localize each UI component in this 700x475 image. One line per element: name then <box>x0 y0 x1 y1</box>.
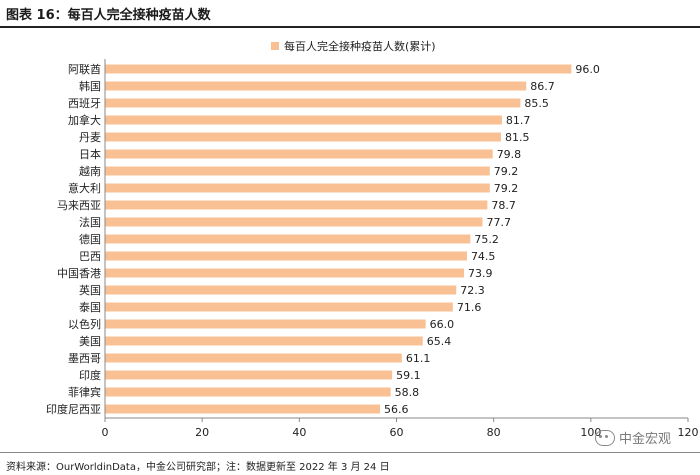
legend-label: 每百人完全接种疫苗人数(累计) <box>284 39 436 53</box>
bar <box>105 217 483 227</box>
value-label: 79.8 <box>497 148 522 161</box>
bar <box>105 234 471 244</box>
bar <box>105 268 465 278</box>
bar <box>105 183 490 193</box>
bar <box>105 98 521 108</box>
value-label: 96.0 <box>575 63 600 76</box>
bar <box>105 319 426 329</box>
x-tick-label: 20 <box>195 426 209 439</box>
value-label: 81.5 <box>505 131 530 144</box>
category-label: 泰国 <box>79 300 101 314</box>
x-tick-label: 60 <box>390 426 404 439</box>
bar-chart: 每百人完全接种疫苗人数(累计) 阿联酋 96.0 韩国 86.7 西班牙 85.5 加拿大 8… <box>46 39 699 439</box>
bar <box>105 166 490 176</box>
value-label: 75.2 <box>474 233 499 246</box>
category-label: 韩国 <box>79 79 101 93</box>
x-tick-label: 40 <box>292 426 306 439</box>
value-label: 73.9 <box>468 267 493 280</box>
x-tick-label: 80 <box>487 426 501 439</box>
value-label: 71.6 <box>457 301 482 314</box>
category-label: 加拿大 <box>68 113 101 127</box>
category-label: 马来西亚 <box>57 199 101 212</box>
bar <box>105 200 488 210</box>
bar <box>105 81 527 91</box>
category-label: 阿联酋 <box>68 62 101 76</box>
bottom-divider <box>0 452 700 453</box>
category-label: 意大利 <box>68 181 101 195</box>
bar <box>105 115 502 125</box>
value-label: 65.4 <box>427 335 452 348</box>
watermark: 中金宏观 <box>595 428 671 447</box>
category-label: 中国香港 <box>57 267 101 280</box>
value-label: 78.7 <box>491 199 516 212</box>
category-label: 印度 <box>79 368 101 382</box>
bar <box>105 132 501 142</box>
bar <box>105 353 402 363</box>
value-label: 81.7 <box>506 114 531 127</box>
bar <box>105 387 391 397</box>
value-label: 72.3 <box>460 284 485 297</box>
value-label: 58.8 <box>395 386 420 399</box>
source-note: 资料来源：OurWorldinData，中金公司研究部；注：数据更新至 2022… <box>6 462 390 473</box>
value-label: 86.7 <box>530 80 555 93</box>
value-label: 74.5 <box>471 250 496 263</box>
legend-swatch <box>271 42 279 50</box>
category-label: 法国 <box>79 215 101 229</box>
value-label: 56.6 <box>384 403 409 416</box>
value-label: 77.7 <box>486 216 511 229</box>
category-label: 德国 <box>79 232 101 246</box>
bar <box>105 370 393 380</box>
bar <box>105 336 423 346</box>
bar <box>105 404 380 414</box>
category-label: 印度尼西亚 <box>46 402 101 416</box>
figure-title: 图表 16：每百人完全接种疫苗人数 <box>6 8 211 23</box>
category-label: 日本 <box>79 147 101 161</box>
value-label: 79.2 <box>494 165 519 178</box>
value-label: 66.0 <box>430 318 455 331</box>
value-label: 59.1 <box>396 369 421 382</box>
category-label: 丹麦 <box>79 131 101 144</box>
category-label: 美国 <box>79 335 101 348</box>
category-label: 菲律宾 <box>68 385 101 399</box>
x-tick-label: 0 <box>102 426 109 439</box>
bar <box>105 302 453 312</box>
category-label: 巴西 <box>79 250 101 263</box>
title-divider <box>0 26 700 28</box>
wechat-icon <box>595 429 615 446</box>
value-label: 85.5 <box>524 97 549 110</box>
category-label: 西班牙 <box>68 97 101 110</box>
chart-legend: 每百人完全接种疫苗人数(累计) <box>271 39 436 53</box>
category-label: 以色列 <box>68 317 101 331</box>
bar <box>105 251 467 261</box>
bar <box>105 64 572 74</box>
value-label: 61.1 <box>406 352 431 365</box>
category-label: 英国 <box>79 283 101 297</box>
value-label: 79.2 <box>494 182 519 195</box>
bar <box>105 285 457 295</box>
bar <box>105 149 493 159</box>
category-label: 墨西哥 <box>68 352 101 365</box>
watermark-text: 中金宏观 <box>619 432 672 447</box>
category-label: 越南 <box>79 164 101 178</box>
x-tick-label: 120 <box>678 426 699 439</box>
bars-group: 阿联酋 96.0 韩国 86.7 西班牙 85.5 加拿大 81.7 丹麦 81.5 日本 79.8 越… <box>46 62 600 416</box>
